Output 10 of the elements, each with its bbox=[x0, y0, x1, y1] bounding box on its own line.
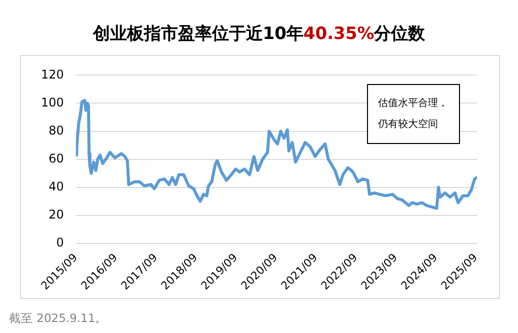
y-tick-label: 60 bbox=[48, 151, 64, 166]
text: 截至 2025.9.11。 bbox=[9, 311, 108, 326]
y-tick-label: 80 bbox=[48, 123, 64, 138]
y-tick-label: 100 bbox=[41, 95, 64, 110]
chart-title: 创业板指市盈率位于近10年40.35%分位数 bbox=[92, 23, 426, 45]
y-tick-label: 120 bbox=[41, 67, 64, 82]
y-tick-label: 20 bbox=[48, 207, 64, 222]
y-tick-label: 40 bbox=[48, 179, 64, 194]
y-tick-label: 0 bbox=[56, 235, 64, 250]
text-box: 估值水平合理，仍有较大空间 bbox=[367, 84, 460, 144]
